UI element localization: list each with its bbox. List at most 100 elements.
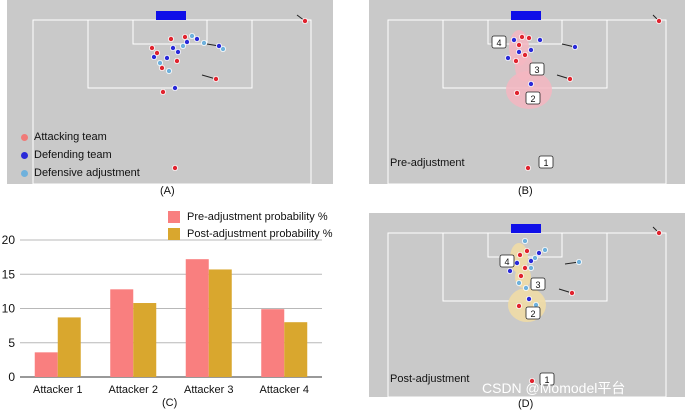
attacker-marker-box (530, 277, 546, 291)
attacker-marker-text: 3 (534, 65, 539, 75)
defending-player-1 (174, 49, 181, 56)
attacking-player-7 (523, 248, 530, 255)
y-tick-label: 20 (2, 233, 16, 247)
attacker-marker-box (525, 91, 541, 105)
defending-player-3 (506, 268, 513, 275)
defending-player-0 (536, 37, 543, 44)
legend-defending: Defending team (21, 146, 140, 164)
defending-player-3 (504, 55, 511, 62)
attacking-player-1 (566, 76, 573, 83)
defending-player-5 (169, 45, 176, 52)
attacking-dot-icon (21, 133, 28, 141)
adjusted-player-1 (179, 43, 186, 50)
attacker-marker-box (499, 254, 515, 268)
attacking-player-5 (521, 52, 528, 59)
legend-post: Post-adjustment probability % (168, 225, 333, 242)
attacker-marker-text: 3 (535, 280, 540, 290)
attacker-marker-1: 1 (539, 372, 555, 386)
attacker-marker-2: 2 (525, 91, 541, 105)
bar-chart: 0 5 10 15 20 Attacker 1 Attacker 2 Attacker 3 At… (2, 233, 322, 396)
panel-d-pitch: 1 2 3 4 Post-adjustment (369, 213, 685, 397)
attacker-marker-3: 3 (529, 62, 545, 76)
defending-player-7 (171, 85, 178, 92)
attacking-player-7 (515, 42, 522, 49)
adjusted-player-2 (156, 60, 163, 67)
defending-player-4 (571, 44, 578, 51)
defending-player-2 (515, 49, 522, 56)
defending-player-3 (150, 54, 157, 61)
attacker-marker-box (529, 62, 545, 76)
pre-swatch-icon (168, 210, 180, 223)
attacker-marker-text: 1 (543, 158, 548, 168)
panel-a-legend: Attacking team Defending team Defensive … (21, 128, 140, 182)
defending-player-0 (535, 250, 542, 257)
y-tick-label: 10 (2, 302, 16, 316)
attacking-player-5 (153, 50, 160, 57)
adjusted-player-0 (188, 33, 195, 40)
defending-player-4 (193, 36, 200, 43)
defending-player-6 (215, 43, 222, 50)
bar-pre-3 (185, 259, 209, 377)
defending-player-1 (527, 258, 534, 265)
attacker-marker-box (538, 155, 554, 169)
attacker-marker-text: 4 (504, 257, 509, 267)
attacking-player-2 (515, 303, 522, 310)
adjusted-player-5 (200, 40, 207, 47)
x-tick-label: Attacker 3 (184, 384, 234, 396)
attacking-player-0 (301, 17, 308, 24)
attacking-player-1 (568, 290, 575, 297)
pre-adjustment-label: Pre-adjustment (390, 157, 465, 169)
bar-post-1 (57, 317, 81, 377)
attacking-player-5 (521, 265, 528, 272)
bar-post-3 (208, 269, 232, 377)
pitch-b-svg: 1 2 3 4 (387, 11, 667, 184)
legend-pre-label: Pre-adjustment probability % (187, 210, 328, 223)
adjusted-player-4 (527, 265, 534, 272)
attacking-player-4 (516, 252, 523, 259)
adjusted-player-0 (521, 237, 528, 244)
attacking-player-3 (528, 377, 535, 384)
goal (156, 11, 186, 20)
adjusted-player-1 (541, 247, 548, 254)
defending-player-1 (527, 47, 534, 54)
defending-player-6 (510, 37, 517, 44)
attacker-marker-text: 1 (544, 375, 549, 385)
attacker-marker-text: 2 (530, 94, 535, 104)
attacking-player-4 (167, 36, 174, 43)
legend-adjusted: Defensive adjustment (21, 164, 140, 182)
attacker-marker-3: 3 (530, 277, 546, 291)
bar-pre-4 (261, 309, 285, 377)
attacking-player-6 (517, 273, 524, 280)
attacker-marker-1: 1 (538, 155, 554, 169)
attacking-player-0 (655, 229, 662, 236)
penalty-area (87, 19, 253, 89)
adjusted-player-5 (522, 285, 529, 292)
y-tick-label: 5 (8, 336, 15, 350)
defending-player-2 (513, 260, 520, 267)
attacking-player-6 (512, 58, 519, 65)
attacking-player-3 (524, 164, 531, 171)
legend-attacking: Attacking team (21, 128, 140, 146)
caption-c: (C) (162, 397, 178, 409)
attacking-player-2 (159, 89, 166, 96)
attacker-marker-4: 4 (491, 35, 507, 49)
panel-a-pitch: Attacking team Defending team Defensive … (7, 0, 333, 184)
goal (511, 224, 541, 233)
legend-attacking-label: Attacking team (34, 131, 107, 143)
x-tick-label: Attacker 1 (33, 384, 83, 396)
x-tick-label: Attacker 2 (108, 384, 158, 396)
chart-legend: Pre-adjustment probability % Post-adjust… (168, 208, 333, 242)
adjusted-dot-icon (21, 169, 28, 177)
pre-zone-attacker-3 (515, 53, 533, 81)
adjusted-player-3 (219, 46, 226, 53)
defending-player-2 (163, 55, 170, 62)
attacking-player-3 (171, 164, 178, 171)
attacker-marker-4: 4 (499, 254, 515, 268)
panel-b-pitch: 1 2 3 4 Pre-adjustment (369, 0, 685, 184)
adjusted-player-7 (515, 280, 522, 287)
legend-pre: Pre-adjustment probability % (168, 208, 333, 225)
pitch-d-svg: 1 2 3 4 (387, 224, 667, 397)
attacking-player-8 (525, 35, 532, 42)
caption-d: (D) (518, 398, 534, 410)
attacker-marker-box (525, 306, 541, 320)
